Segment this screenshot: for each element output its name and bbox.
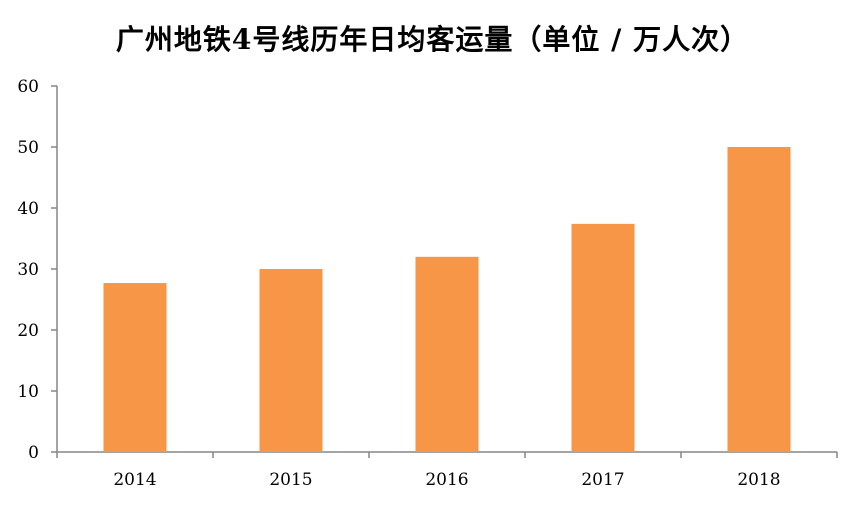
x-tick-label: 2018 [737,470,780,490]
bars [103,147,791,452]
bar-2015 [259,269,323,452]
y-tick-label: 40 [17,199,39,219]
y-tick-label: 30 [17,260,39,280]
x-tick-label: 2014 [113,470,156,490]
bar-2018 [727,147,791,452]
chart-title: 广州地铁4号线历年日均客运量（单位 / 万人次） [115,23,750,56]
y-tick-label: 60 [17,77,39,97]
x-axis: 2014 2015 2016 2017 2018 [56,451,838,490]
y-tick-label: 50 [17,138,39,158]
x-tick-label: 2015 [269,470,312,490]
y-axis: 0 10 20 30 40 50 60 [17,77,58,463]
bar-2016 [415,256,479,452]
bar-2014 [103,283,167,452]
y-tick-label: 10 [17,382,39,402]
bar-2017 [571,223,635,452]
y-tick-label: 0 [28,443,39,463]
x-tick-label: 2016 [425,470,468,490]
y-tick-label: 20 [17,321,39,341]
x-tick-label: 2017 [581,470,624,490]
